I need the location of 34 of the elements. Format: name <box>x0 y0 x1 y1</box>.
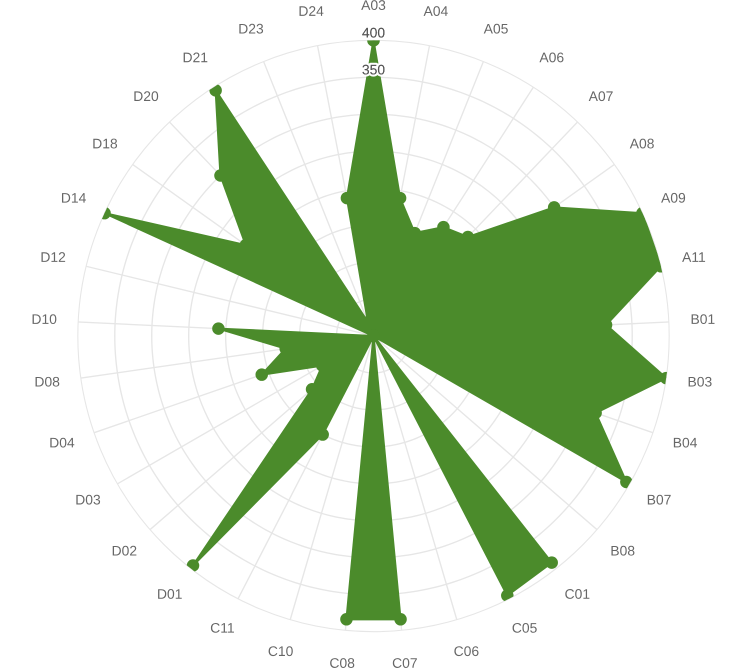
spoke-label: A09 <box>661 192 686 203</box>
spoke-label: C06 <box>454 646 479 656</box>
spoke-label: B08 <box>611 546 634 556</box>
spoke-label: D23 <box>239 24 264 34</box>
spoke-label: B01 <box>692 314 715 324</box>
y-tick-label: 400 <box>362 28 385 38</box>
spoke-label: D24 <box>300 6 324 16</box>
spoke-label: D02 <box>112 546 136 556</box>
spoke-label: A05 <box>484 24 508 34</box>
spoke-label: C05 <box>512 622 537 633</box>
spoke-label: D14 <box>62 193 86 203</box>
spoke-label: B03 <box>688 376 712 387</box>
spoke-label: C07 <box>392 658 417 668</box>
spoke-label: D21 <box>184 52 208 62</box>
spoke-label: D18 <box>93 138 118 148</box>
spoke-label: D01 <box>158 589 182 599</box>
spoke-label: D03 <box>76 494 100 505</box>
spoke-label: D08 <box>36 376 60 387</box>
spoke-label: A07 <box>588 91 613 102</box>
spoke-label: C01 <box>565 589 590 599</box>
spoke-label: C10 <box>268 646 293 656</box>
spoke-label: B07 <box>648 494 671 505</box>
spoke-label: A04 <box>424 6 448 16</box>
spoke-label: B04 <box>674 438 698 448</box>
spoke-label: A06 <box>539 52 564 62</box>
spoke-label: C08 <box>330 658 354 668</box>
spoke-label: D12 <box>41 252 66 262</box>
spoke-label: D04 <box>50 438 74 448</box>
spoke-label: C11 <box>210 622 234 633</box>
spoke-label: A08 <box>630 138 654 148</box>
spoke-label: A03 <box>361 0 386 10</box>
spoke-label: A11 <box>682 252 706 262</box>
spoke-label: D10 <box>32 314 56 324</box>
spoke-label: D20 <box>134 91 158 102</box>
